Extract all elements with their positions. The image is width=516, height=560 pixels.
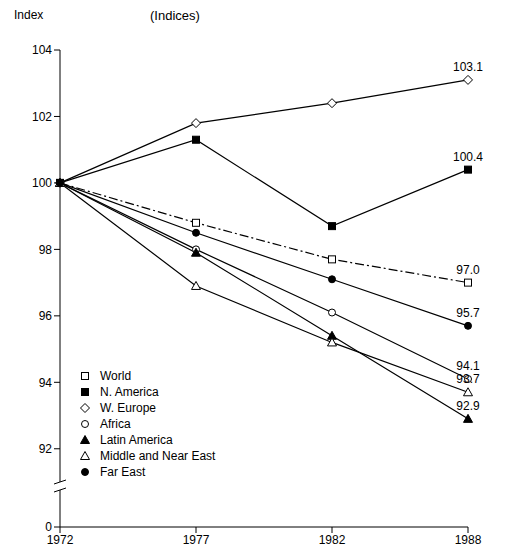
svg-text:100.4: 100.4 (453, 150, 483, 164)
svg-text:98: 98 (39, 243, 53, 257)
svg-text:92: 92 (39, 442, 53, 456)
html-text:W. Europe: W. Europe (100, 401, 156, 415)
svg-text:102: 102 (32, 110, 52, 124)
svg-text:100: 100 (32, 176, 52, 190)
html-text:Index: Index (14, 8, 44, 22)
svg-text:1982: 1982 (319, 533, 346, 547)
svg-text:0: 0 (45, 520, 52, 534)
svg-text:94.1: 94.1 (456, 359, 480, 373)
svg-text:93.7: 93.7 (456, 372, 480, 386)
svg-text:103.1: 103.1 (453, 60, 483, 74)
html-text:(Indices): (Indices) (150, 8, 200, 23)
svg-text:92.9: 92.9 (456, 399, 480, 413)
svg-text:1988: 1988 (455, 533, 482, 547)
svg-text:104: 104 (32, 43, 52, 57)
html-text:N. America: N. America (100, 385, 159, 399)
svg-text:1977: 1977 (183, 533, 210, 547)
svg-text:96: 96 (39, 309, 53, 323)
svg-text:1972: 1972 (47, 533, 74, 547)
html-text:Africa: Africa (100, 417, 131, 431)
html-text:World: World (100, 369, 132, 383)
html-text:Latin America: Latin America (100, 433, 173, 447)
html-text:Far East: Far East (100, 465, 146, 479)
html-text:Middle and Near East: Middle and Near East (100, 449, 216, 463)
svg-text:97.0: 97.0 (456, 263, 480, 277)
svg-text:94: 94 (39, 376, 53, 390)
svg-text:95.7: 95.7 (456, 306, 480, 320)
